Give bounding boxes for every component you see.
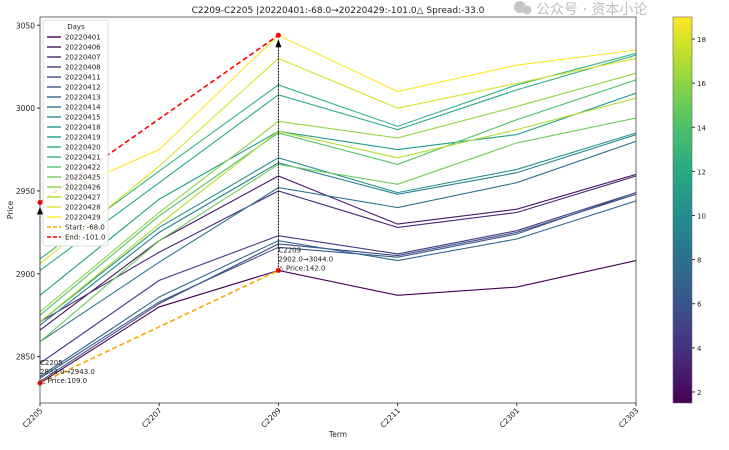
annotation-text: 2902.0→3044.0 [278, 255, 333, 263]
delta-arrow-head [275, 39, 282, 48]
annotation-text: C2209 [278, 246, 301, 254]
series-line-20220412 [39, 192, 637, 379]
legend-label: 20220412 [65, 84, 101, 92]
legend-label: 20220425 [65, 174, 101, 182]
series-line-20220414 [39, 140, 637, 343]
legend-label: 20220422 [65, 164, 101, 172]
legend-label: 20220421 [65, 154, 101, 162]
legend-label: 20220401 [65, 34, 101, 42]
series-line-20220415 [39, 134, 637, 326]
x-axis-label: Term [328, 430, 347, 439]
x-tick-label: C2303 [617, 406, 641, 430]
annotation-text: △ Price:109.0 [40, 377, 87, 385]
series-line-20220421 [39, 52, 637, 260]
series-line-20220413 [39, 200, 637, 377]
legend-label: 20220415 [65, 114, 101, 122]
annotation-text: C2205 [40, 359, 63, 367]
legend-label: 20220420 [65, 144, 101, 152]
colorbar-tick-label: 8 [697, 257, 701, 265]
legend-label: 20220411 [65, 74, 101, 82]
annotation-text: △ Price:142.0 [278, 264, 325, 272]
series-line-20220406 [39, 173, 637, 331]
legend-label: 20220428 [65, 204, 101, 212]
series-line-20220428 [39, 57, 637, 265]
colorbar: 2 4 6 8 10 12 14 16 18 [672, 16, 706, 404]
series-line-20220407 [39, 175, 637, 323]
chart-title: C2209-C2205 |20220401:-68.0→20220429:-10… [192, 6, 485, 16]
colorbar-tick-label: 4 [697, 345, 702, 353]
y-tick-label: 2900 [16, 270, 35, 279]
series-line-20220425 [39, 117, 637, 343]
series-line-20220420 [39, 54, 637, 271]
series-line-20220429 [39, 34, 637, 204]
y-tick-label: 3050 [16, 21, 35, 30]
x-tick-label: C2209 [259, 406, 283, 430]
colorbar-tick-label: 12 [697, 168, 706, 176]
series-line-20220427 [39, 97, 637, 323]
watermark-text: 公众号 · 资本小论 [536, 2, 647, 18]
series-line-20220419 [39, 92, 637, 296]
colorbar-tick-label: 10 [697, 213, 706, 221]
annotation-text: 2834.0→2943.0 [40, 368, 95, 376]
legend-label: 20220426 [65, 184, 101, 192]
legend: Days 20220401 20220406 20220407 20220408 2022… [42, 19, 109, 247]
x-tick-label: C2211 [378, 406, 402, 430]
colorbar-tick-label: 14 [697, 124, 706, 132]
colorbar-tick-label: 16 [697, 80, 706, 88]
colorbar-tick-label: 18 [697, 36, 706, 44]
plot-frame [39, 16, 637, 404]
colorbar-tick-label: 2 [697, 389, 701, 397]
colorbar-gradient [672, 16, 693, 404]
legend-label: 20220406 [65, 44, 101, 52]
series-line-20220411 [39, 193, 637, 382]
y-tick-label: 2950 [16, 187, 35, 196]
legend-label: 20220427 [65, 194, 101, 202]
y-axis-label: Price [6, 200, 15, 219]
legend-label: End: -101.0 [65, 234, 105, 242]
series-line-20220422 [39, 79, 637, 316]
legend-label: 20220414 [65, 104, 101, 112]
legend-title: Days [67, 23, 85, 31]
legend-label: 20220413 [65, 94, 101, 102]
legend-label: 20220408 [65, 64, 101, 72]
legend-label: 20220419 [65, 134, 101, 142]
legend-label: 20220418 [65, 124, 101, 132]
end-point [275, 32, 281, 38]
legend-label: 20220429 [65, 214, 101, 222]
colorbar-tick-label: 6 [697, 301, 702, 309]
watermark: 公众号 · 资本小论 [514, 1, 647, 18]
start-point [275, 267, 281, 273]
x-tick-label: C2207 [140, 406, 164, 430]
start-spread-line [39, 269, 279, 384]
series-line-20220426 [39, 72, 637, 313]
y-tick-label: 2850 [16, 353, 35, 362]
legend-label: 20220407 [65, 54, 101, 62]
legend-label: Start: -68.0 [65, 224, 105, 232]
y-tick-label: 3000 [16, 104, 35, 113]
x-tick-label: C2301 [498, 406, 522, 430]
series-line-20220401 [39, 259, 637, 384]
x-tick-label: C2205 [21, 406, 45, 430]
series-line-20220418 [39, 132, 637, 323]
series-line-20220408 [39, 192, 637, 364]
